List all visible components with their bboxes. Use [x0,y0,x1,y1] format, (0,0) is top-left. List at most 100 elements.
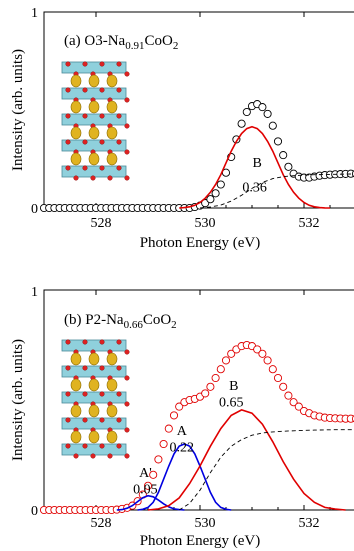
oxygen-atom [99,113,105,119]
x-tick-label: 532 [299,216,320,231]
sodium-atom [88,100,100,114]
data-point [154,455,163,464]
data-point [294,402,303,411]
oxygen-atom [99,87,105,93]
data-point [263,356,272,365]
x-tick-label: 530 [195,516,216,531]
oxygen-atom [124,349,130,355]
data-point [164,424,173,433]
oxygen-atom [99,61,105,67]
data-point [169,411,179,420]
oxygen-atom [90,453,96,459]
sodium-atom [88,126,100,140]
oxygen-atom [82,113,88,119]
sodium-atom [88,404,100,418]
cobalt-oxide-layer [61,339,127,352]
data-point [149,470,158,479]
x-tick-label: 530 [195,216,216,231]
y-tick-label: 0 [31,202,38,217]
cobalt-oxide-layer [61,139,127,152]
oxygen-atom [99,139,105,145]
sodium-atom [70,430,82,444]
cobalt-oxide-layer [61,365,127,378]
oxygen-atom [124,97,130,103]
oxygen-atom [82,87,88,93]
x-tick-label: 528 [91,516,112,531]
sodium-atom [70,100,82,114]
oxygen-atom [99,417,105,423]
oxygen-atom [82,165,88,171]
peak-annotation: A' [139,466,152,481]
sodium-atom [106,152,118,166]
oxygen-atom [82,139,88,145]
sodium-atom [106,352,118,366]
oxygen-atom [116,391,122,397]
y-axis-label: Intensity (arb. units) [10,339,26,461]
fit-peak-line [147,409,346,511]
panel-a: B0.36 (a) O3-Na0.91CoO2 1 0 528 530 532 … [10,6,354,251]
oxygen-atom [82,61,88,67]
sodium-atom [70,74,82,88]
data-point [346,414,354,423]
data-point [216,180,225,189]
oxygen-atom [116,87,122,93]
oxygen-atom [82,391,88,397]
oxygen-atom [65,417,71,423]
crystal-structure-image-a [61,61,130,181]
data-point [268,121,277,130]
oxygen-atom [99,339,105,345]
x-tick-label: 528 [91,216,112,231]
oxygen-atom [107,175,113,181]
oxygen-atom [116,443,122,449]
y-tick-label: 1 [31,285,38,300]
data-point [289,398,298,407]
data-point [159,439,168,449]
oxygen-atom [116,165,122,171]
oxygen-atom [124,401,130,407]
peak-annotation: A [177,424,188,439]
sodium-atom [70,152,82,166]
sodium-atom [70,352,82,366]
cobalt-oxide-layer [61,113,127,126]
cobalt-oxide-layer [61,417,127,430]
oxygen-atom [65,139,71,145]
data-point [284,162,293,171]
cobalt-oxide-layer [61,87,127,100]
oxygen-atom [65,339,71,345]
oxygen-atom [116,339,122,345]
peak-annotation: B [253,156,262,171]
panel-title-a: (a) O3-Na0.91CoO2 [64,33,178,52]
oxygen-atom [82,443,88,449]
data-point [273,373,283,383]
data-point [206,195,215,204]
oxygen-atom [99,391,105,397]
oxygen-atom [124,427,130,433]
oxygen-atom [107,453,113,459]
oxygen-atom [124,149,130,155]
crystal-structure-image-b [61,339,130,459]
data-point [253,345,262,354]
sodium-atom [106,100,118,114]
sodium-atom [88,74,100,88]
background-step-line [199,173,354,209]
data-point [279,151,288,160]
cobalt-oxide-layer [61,165,127,178]
oxygen-atom [116,61,122,67]
oxygen-atom [73,175,79,181]
oxygen-atom [65,165,71,171]
x-axis-label: Photon Energy (eV) [140,235,261,251]
oxygen-atom [65,443,71,449]
sodium-atom [88,430,100,444]
oxygen-atom [116,417,122,423]
data-point [175,402,184,411]
x-tick-label: 532 [299,516,320,531]
data-point [284,391,293,400]
oxygen-atom [116,113,122,119]
data-point [227,349,236,358]
oxygen-atom [82,339,88,345]
data-point [258,349,267,358]
data-point [211,373,220,383]
oxygen-atom [99,443,105,449]
peak-annotation: 0.65 [219,396,244,411]
